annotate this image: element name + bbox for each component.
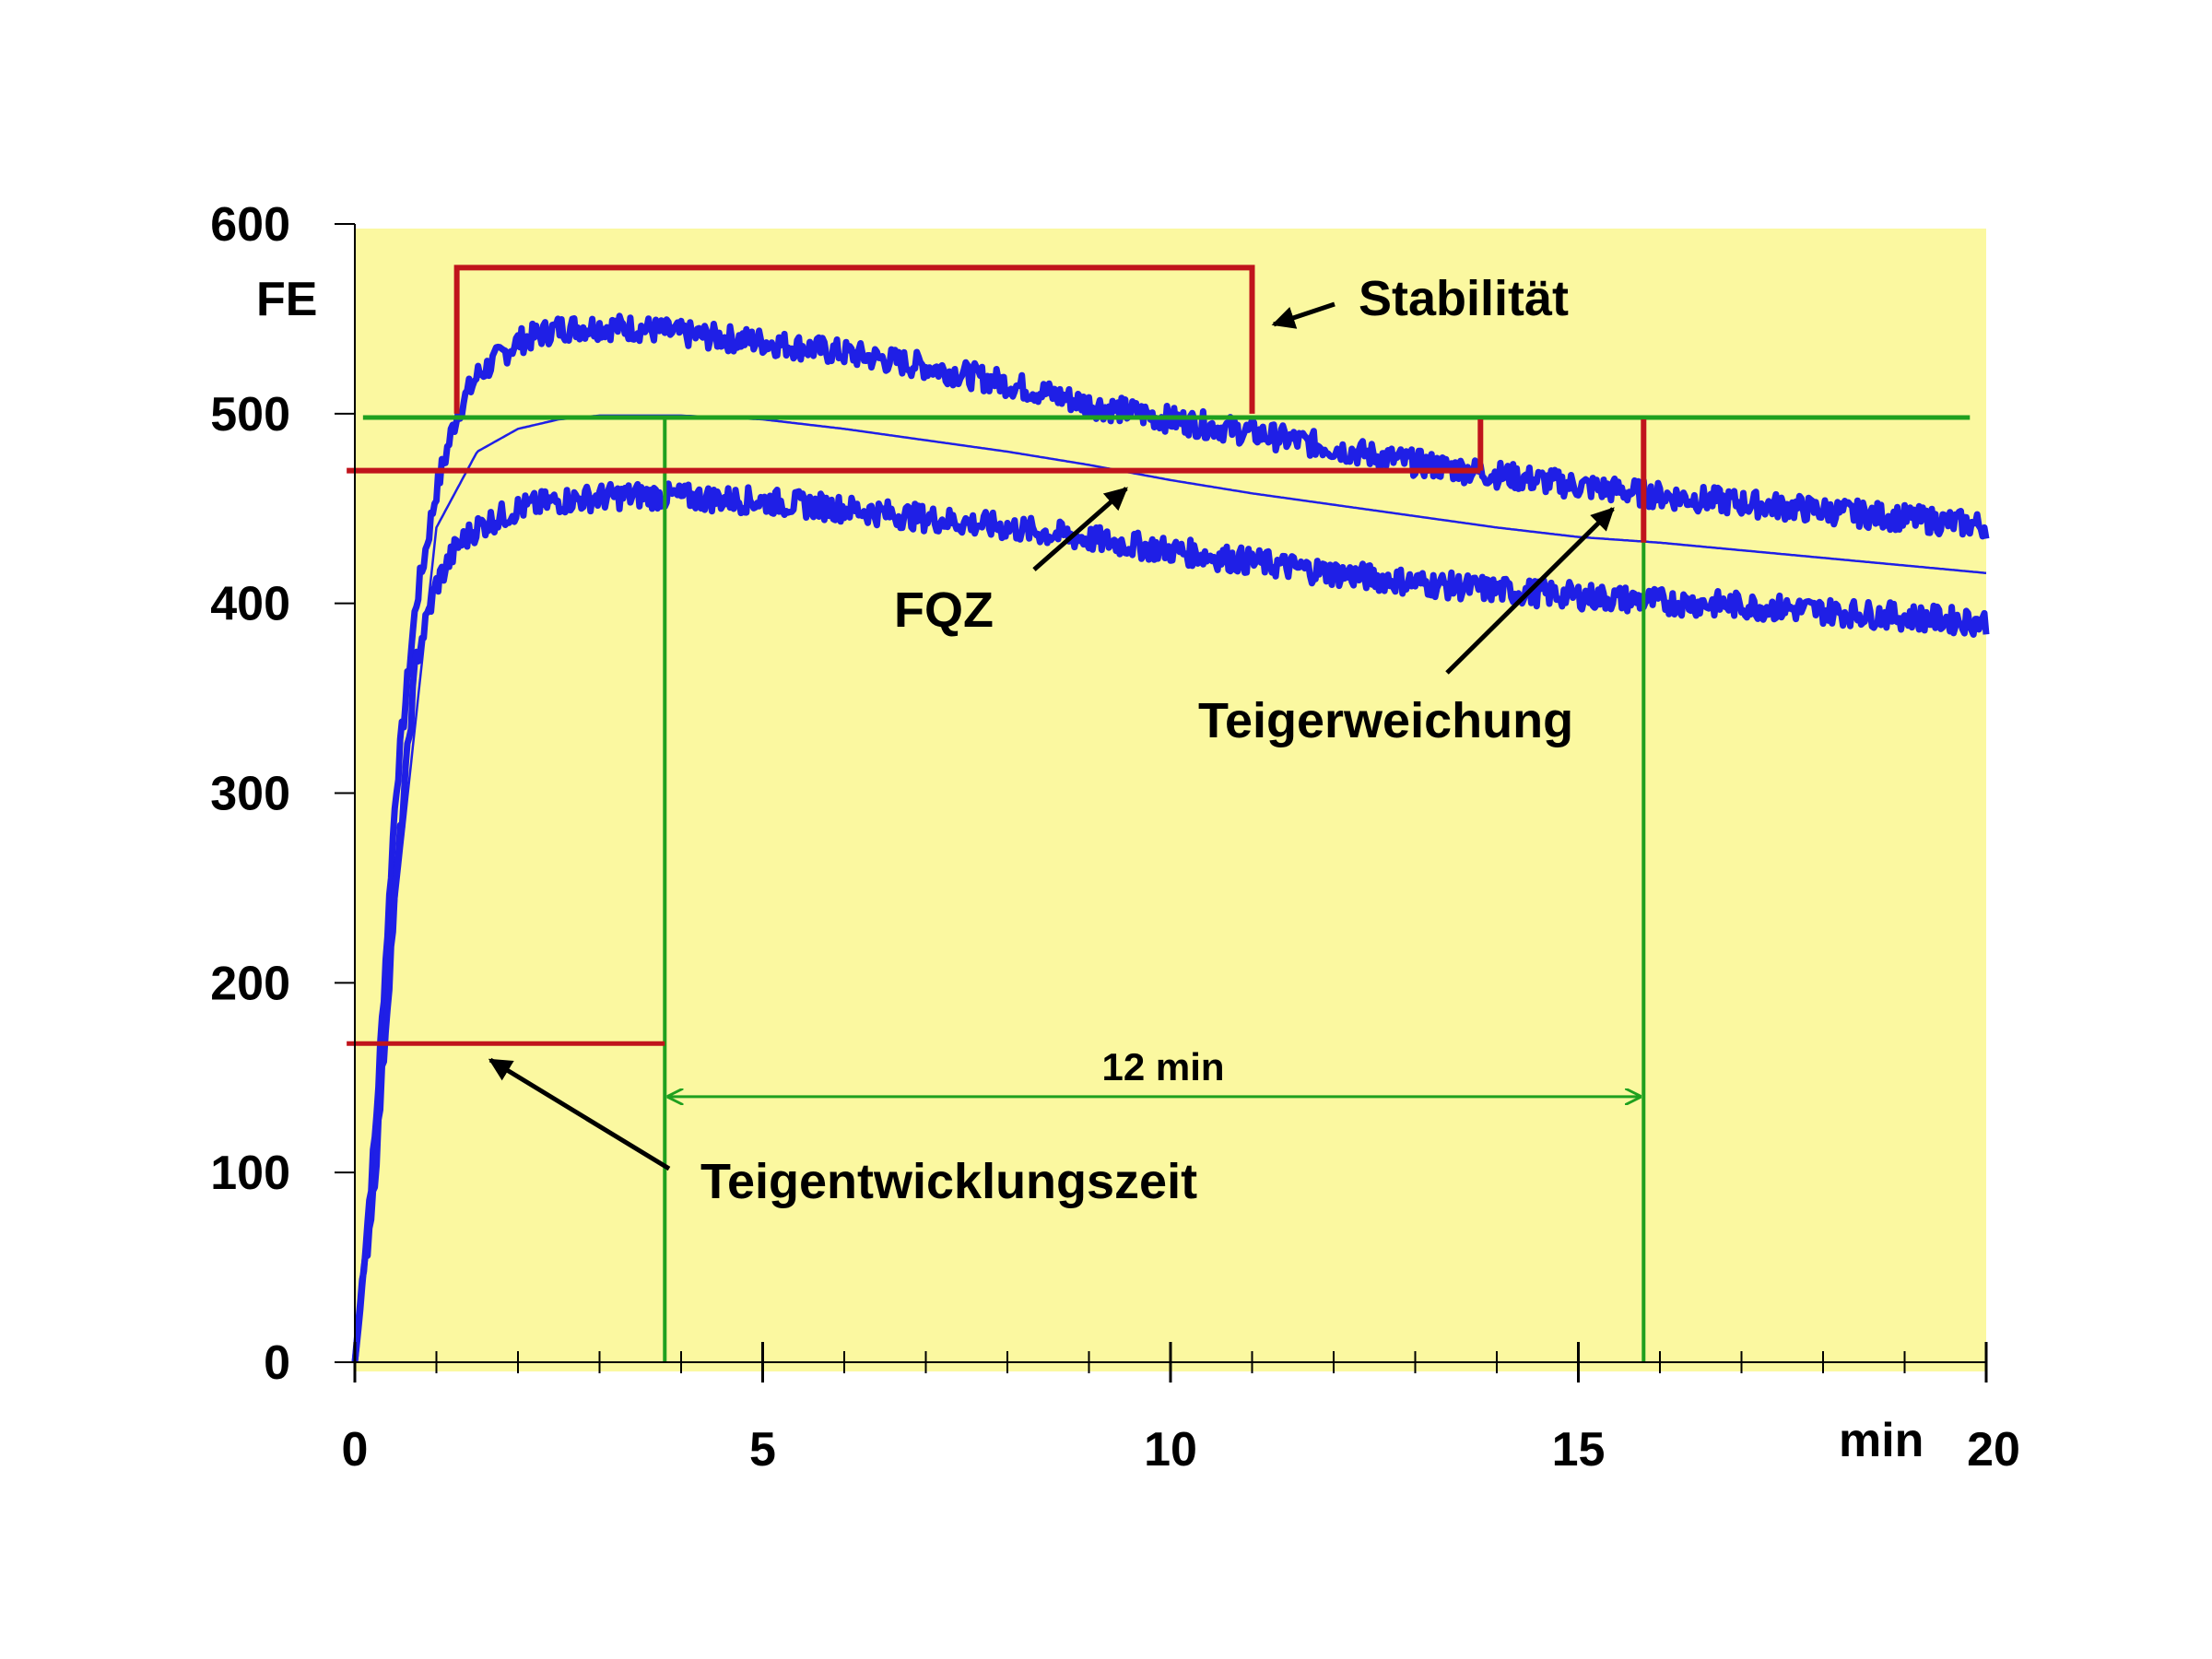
x-tick-label: 10 <box>1144 1423 1197 1477</box>
x-tick-label: 0 <box>342 1423 369 1477</box>
y-axis-title: FE <box>256 273 317 326</box>
annotation-teigentwicklungszeit: Teigentwicklungszeit <box>700 1154 1197 1209</box>
dough-farinogram-chart: 0 100 200 300 400 500 600 0 5 10 15 20 FE min Stabi… <box>0 0 2212 1659</box>
annotation-stabilitaet: Stabilität <box>1359 271 1569 326</box>
y-tick-label: 0 <box>264 1336 290 1390</box>
y-tick-label: 600 <box>210 198 290 252</box>
x-tick-label: 15 <box>1552 1423 1606 1477</box>
annotation-fqz: FQZ <box>894 582 994 638</box>
annotation-12-min: 12 min <box>1101 1045 1224 1088</box>
y-tick-label: 200 <box>210 957 290 1010</box>
y-tick-label: 300 <box>210 768 290 821</box>
annotation-teigerweichung: Teigerweichung <box>1198 693 1573 748</box>
y-tick-label: 400 <box>210 578 290 631</box>
x-axis-title: min <box>1839 1414 1924 1467</box>
x-tick-label: 5 <box>749 1423 776 1477</box>
x-tick-label: 20 <box>1967 1423 2020 1477</box>
y-tick-label: 500 <box>210 388 290 441</box>
y-tick-label: 100 <box>210 1147 290 1200</box>
